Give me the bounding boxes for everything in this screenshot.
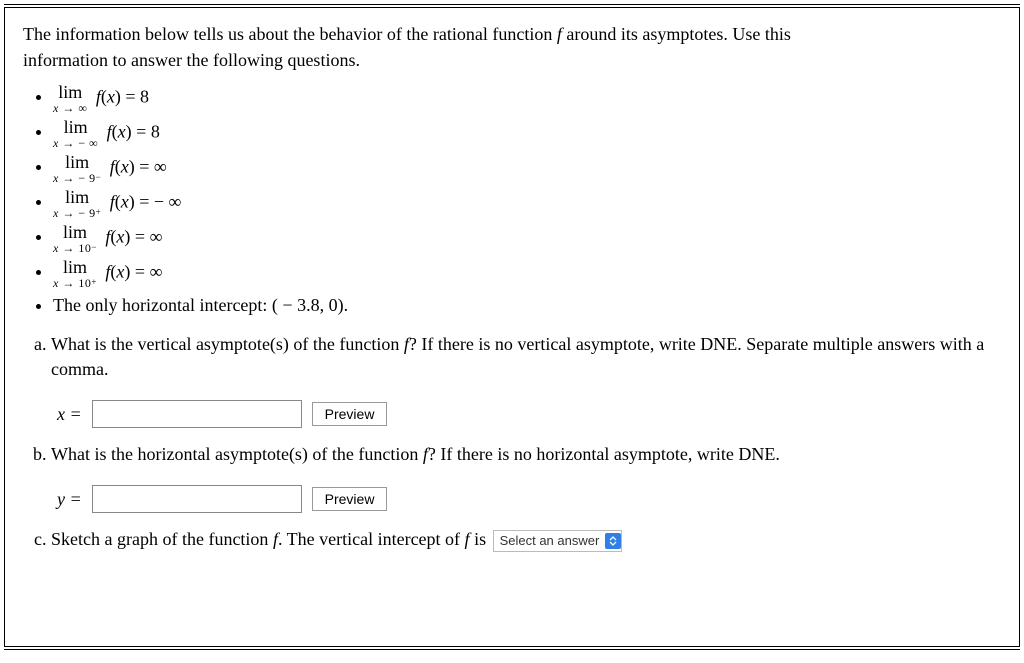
preview-button-a[interactable]: Preview [312,402,388,426]
select-placeholder-text: Select an answer [500,532,600,550]
prompt-text: The information below tells us about the… [23,22,1001,73]
question-a: What is the vertical asymptote(s) of the… [51,332,1001,428]
limit-operator: limx → ∞ [53,83,87,114]
select-chevron-icon [605,533,621,549]
vertical-intercept-select[interactable]: Select an answer [493,530,623,552]
limit-item: limx → ∞ f(x) = 8 [53,83,1001,114]
question-panel: The information below tells us about the… [4,7,1020,647]
x-eq-label: x = [57,402,82,427]
limit-item: limx → − ∞ f(x) = 8 [53,118,1001,149]
limit-rhs: = − ∞ [135,191,182,211]
answer-row-b: y = Preview [57,485,1001,513]
limit-operator: limx → − ∞ [53,118,98,149]
qc-text2: . The vertical intercept of [278,529,465,549]
limit-item: limx → − 9− f(x) = ∞ [53,153,1001,184]
limit-rhs: = 8 [121,86,149,106]
fx-label: f(x) [105,156,135,176]
question-list: What is the vertical asymptote(s) of the… [51,332,1001,553]
qb-text2: ? If there is no horizontal asymptote, w… [428,444,780,464]
prompt-line1b: around its asymptotes. Use this [562,24,791,44]
fx-label: f(x) [101,226,131,246]
limit-operator: limx → 10+ [53,258,97,289]
qa-text1: What is the vertical asymptote(s) of the… [51,334,404,354]
prompt-line1: The information below tells us about the… [23,24,557,44]
question-c: Sketch a graph of the function f. The ve… [51,527,1001,552]
fx-label: f(x) [101,261,131,281]
limit-item: limx → − 9+ f(x) = − ∞ [53,188,1001,219]
limit-rhs: = ∞ [130,261,162,281]
qc-text1: Sketch a graph of the function [51,529,273,549]
vertical-asymptote-input[interactable] [92,400,302,428]
limit-item: limx → 10+ f(x) = ∞ [53,258,1001,289]
limit-rhs: = 8 [132,121,160,141]
answer-row-a: x = Preview [57,400,1001,428]
y-eq-label: y = [57,487,82,512]
question-b: What is the horizontal asymptote(s) of t… [51,442,1001,513]
fx-label: f(x) [102,121,132,141]
prompt-line2: information to answer the following ques… [23,48,1001,72]
qb-text1: What is the horizontal asymptote(s) of t… [51,444,423,464]
preview-button-b[interactable]: Preview [312,487,388,511]
intercept-item: The only horizontal intercept: ( − 3.8, … [53,293,1001,318]
qc-text3: is [470,529,487,549]
fx-label: f(x) [91,86,121,106]
horizontal-asymptote-input[interactable] [92,485,302,513]
limit-operator: limx → − 9− [53,153,101,184]
fx-label: f(x) [105,191,135,211]
page-border: The information below tells us about the… [4,4,1020,650]
limits-list: limx → ∞ f(x) = 8limx → − ∞ f(x) = 8limx… [53,83,1001,318]
limit-operator: limx → − 9+ [53,188,101,219]
limit-rhs: = ∞ [135,156,167,176]
limit-operator: limx → 10− [53,223,97,254]
limit-item: limx → 10− f(x) = ∞ [53,223,1001,254]
limit-rhs: = ∞ [130,226,162,246]
